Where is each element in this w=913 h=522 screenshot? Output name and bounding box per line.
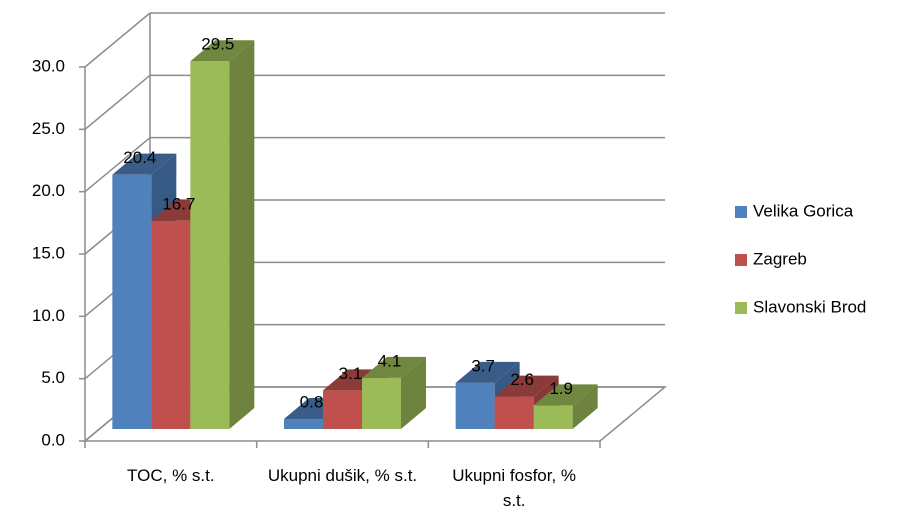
data-label: 29.5 xyxy=(201,35,234,54)
bar-side xyxy=(401,356,426,429)
data-label: 1.9 xyxy=(549,379,573,398)
x-tick-label: TOC, % s.t. xyxy=(127,466,215,485)
legend-swatch xyxy=(735,302,747,314)
y-tick-label: 10.0 xyxy=(32,306,65,325)
bar-side xyxy=(229,40,255,429)
bar xyxy=(151,220,191,429)
bar xyxy=(284,419,323,429)
bar-top xyxy=(494,375,559,397)
legend-label: Slavonski Brod xyxy=(753,297,866,316)
bar-top xyxy=(112,153,177,175)
y-tick-label: 5.0 xyxy=(41,368,65,387)
x-tick-label: Ukupni dušik, % s.t. xyxy=(267,466,418,485)
data-label: 4.1 xyxy=(378,351,402,370)
bar xyxy=(494,396,534,429)
y-tick-label: 15.0 xyxy=(32,243,65,262)
y-tick-label: 0.0 xyxy=(41,430,65,449)
bar-side xyxy=(572,384,598,429)
data-label: 2.6 xyxy=(510,370,534,389)
bar xyxy=(112,174,152,429)
legend-label: Velika Gorica xyxy=(753,201,854,220)
bar-top xyxy=(362,356,426,378)
data-label: 3.7 xyxy=(471,356,495,375)
legend-label: Zagreb xyxy=(753,249,807,268)
x-tick-label: Ukupni fosfor, % s.t. xyxy=(452,466,577,510)
bar-top xyxy=(190,40,255,62)
grid-line xyxy=(84,12,151,68)
grid-line xyxy=(84,137,151,193)
y-tick-label: 25.0 xyxy=(32,119,65,138)
data-label: 0.8 xyxy=(300,393,324,412)
y-tick-label: 20.0 xyxy=(32,181,65,200)
legend-swatch xyxy=(735,254,747,266)
data-label: 3.1 xyxy=(339,364,363,383)
bar xyxy=(323,390,362,429)
legend-swatch xyxy=(735,206,747,218)
bar xyxy=(190,61,230,429)
bar-top xyxy=(533,384,598,406)
bar xyxy=(455,382,495,429)
bar xyxy=(533,405,573,429)
y-tick-label: 30.0 xyxy=(32,56,65,75)
bar-top xyxy=(455,361,520,383)
data-label: 20.4 xyxy=(123,148,156,167)
grid-line xyxy=(84,74,151,130)
bar xyxy=(362,377,401,429)
data-label: 16.7 xyxy=(162,194,195,213)
